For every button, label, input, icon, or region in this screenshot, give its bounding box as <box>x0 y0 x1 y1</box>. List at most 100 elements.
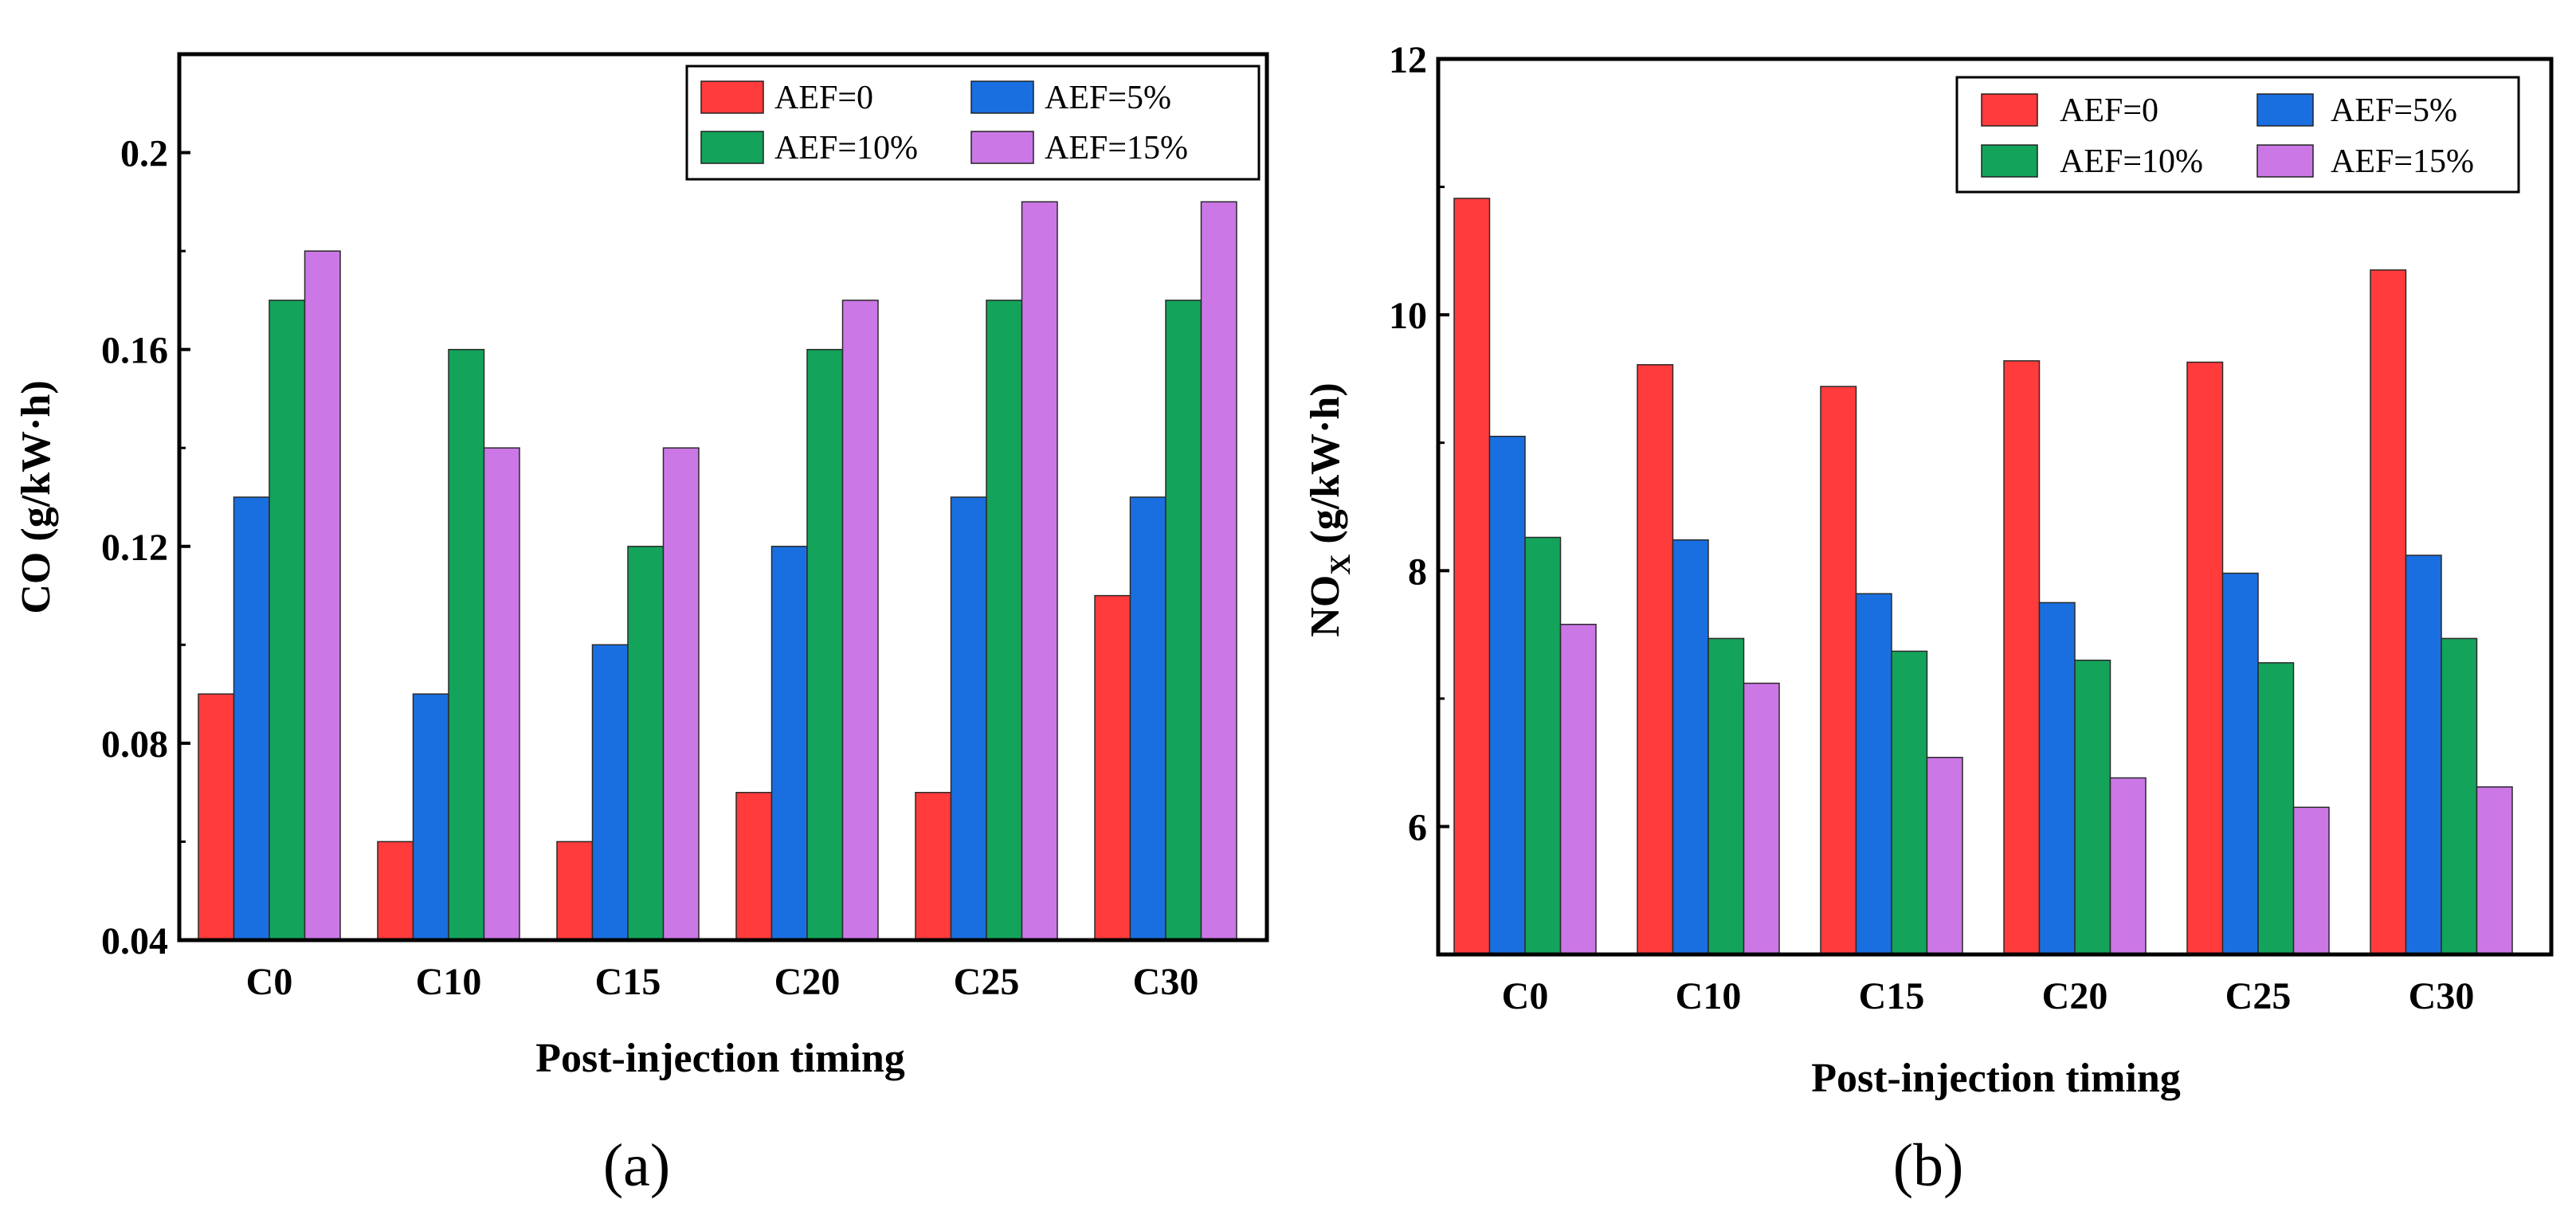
bar-AEF=15%-C10 <box>483 447 520 941</box>
bar-AEF=5%-C0 <box>1488 435 1526 955</box>
x-tick-label: C0 <box>246 961 293 1003</box>
bar-AEF=15%-C25 <box>1021 201 1058 941</box>
bars-group <box>1453 198 2513 955</box>
bar-AEF=0-C20 <box>2003 360 2041 955</box>
bar-AEF=5%-C15 <box>1855 593 1892 955</box>
y-axis-title: NOX (g/kW·h) <box>1303 382 1356 637</box>
bar-AEF=15%-C15 <box>1926 756 1963 955</box>
y-axis-title: CO (g/kW·h) <box>14 380 59 613</box>
plot-frame <box>177 52 1269 943</box>
x-tick-label: C25 <box>2225 975 2292 1017</box>
legend-item: AEF=0 <box>700 80 873 116</box>
x-tick-label: C30 <box>1133 961 1199 1003</box>
x-axis-title: Post-injection timing <box>1811 1056 2181 1101</box>
bar-AEF=0-C30 <box>1094 594 1131 941</box>
y-tick-label: 6 <box>1408 806 1427 848</box>
bar-AEF=10%-C25 <box>2257 662 2295 955</box>
legend-item: AEF=5% <box>970 80 1171 116</box>
plot-frame <box>1436 57 2554 957</box>
y-axis: 6 8 10 12 <box>1389 39 1449 848</box>
bar-AEF=15%-C10 <box>1743 682 1780 955</box>
bar-AEF=0-C25 <box>915 791 952 941</box>
bar-AEF=10%-C15 <box>1891 650 1928 955</box>
bar-AEF=10%-C30 <box>2441 637 2478 955</box>
chart-panel-co: 0.04 0.08 0.12 0.16 0.2 C0 C10 C15 C20 C25 C30 CO… <box>14 52 1269 1199</box>
legend-label: AEF=5% <box>1045 80 1171 116</box>
bar-AEF=0-C25 <box>2186 361 2224 955</box>
bar-AEF=5%-C20 <box>2038 602 2076 955</box>
bar-AEF=10%-C10 <box>448 348 485 941</box>
bar-AEF=15%-C20 <box>2109 777 2147 955</box>
bar-AEF=5%-C0 <box>233 496 270 941</box>
bar-AEF=15%-C0 <box>1559 623 1597 955</box>
x-tick-label: C10 <box>1676 975 1742 1017</box>
legend-item: AEF=5% <box>2256 92 2457 129</box>
y-tick-label: 0.16 <box>101 330 168 372</box>
legend-swatch <box>700 131 764 164</box>
bar-AEF=0-C10 <box>1637 364 1674 955</box>
x-tick-label: C30 <box>2409 975 2475 1017</box>
legend-label: AEF=15% <box>2331 143 2474 180</box>
y-tick-label: 0.12 <box>101 527 168 569</box>
x-tick-label: C15 <box>1859 975 1925 1017</box>
legend-swatch <box>1981 144 2038 178</box>
bar-AEF=15%-C30 <box>1200 201 1237 941</box>
bar-AEF=5%-C10 <box>412 693 449 941</box>
y-axis-title-unit: (g/kW·h) <box>1303 382 1348 554</box>
y-tick-label: 0.04 <box>101 920 168 962</box>
bar-AEF=5%-C15 <box>591 644 629 941</box>
bar-AEF=10%-C30 <box>1165 300 1202 941</box>
bar-AEF=10%-C20 <box>806 348 844 941</box>
bar-AEF=15%-C20 <box>841 300 879 941</box>
bar-AEF=15%-C0 <box>304 250 341 941</box>
legend-label: AEF=10% <box>2060 143 2203 180</box>
legend-swatch <box>2256 93 2314 127</box>
legend-swatch <box>970 80 1034 114</box>
x-tick-label: C15 <box>595 961 661 1003</box>
bar-AEF=15%-C15 <box>662 447 700 941</box>
y-tick-label: 8 <box>1408 551 1427 593</box>
bar-AEF=10%-C25 <box>986 300 1023 941</box>
legend-label: AEF=0 <box>774 80 873 116</box>
legend-label: AEF=10% <box>774 130 918 167</box>
legend-item: AEF=15% <box>970 130 1188 167</box>
bars-group <box>198 201 1237 941</box>
bar-AEF=0-C20 <box>735 791 773 941</box>
legend: AEF=0 AEF=5% AEF=10% AEF=15% <box>1955 76 2520 194</box>
y-tick-label: 0.08 <box>101 723 168 766</box>
x-tick-label: C20 <box>774 961 841 1003</box>
x-tick-label: C10 <box>416 961 482 1003</box>
x-axis-title: Post-injection timing <box>535 1036 905 1081</box>
legend-label: AEF=5% <box>2331 92 2457 129</box>
bar-AEF=0-C15 <box>1820 386 1857 955</box>
legend-swatch <box>970 131 1034 164</box>
y-axis: 0.04 0.08 0.12 0.16 0.2 <box>101 133 190 962</box>
bar-AEF=5%-C25 <box>2221 572 2259 955</box>
bar-AEF=0-C0 <box>1453 198 1491 955</box>
x-tick-label: C0 <box>1502 975 1549 1017</box>
legend-item: AEF=0 <box>1981 92 2158 129</box>
bar-AEF=5%-C10 <box>1672 539 1709 955</box>
y-tick-label: 10 <box>1389 295 1427 337</box>
bar-AEF=10%-C20 <box>2074 659 2111 955</box>
bar-AEF=5%-C30 <box>1129 496 1166 941</box>
legend-swatch <box>2256 144 2314 178</box>
x-tick-label: C20 <box>2042 975 2108 1017</box>
y-axis-title-sub: X <box>1324 555 1356 575</box>
bar-AEF=15%-C30 <box>2476 786 2513 955</box>
y-axis-title-main: NO <box>1303 575 1348 637</box>
bar-AEF=15%-C25 <box>2292 806 2330 955</box>
x-axis: C0 C10 C15 C20 C25 C30 <box>246 961 1199 1003</box>
legend: AEF=0 AEF=5% AEF=10% AEF=15% <box>685 65 1261 181</box>
x-tick-label: C25 <box>954 961 1020 1003</box>
bar-AEF=10%-C0 <box>1524 536 1562 955</box>
panel-label: (b) <box>1893 1132 1964 1199</box>
bar-AEF=0-C10 <box>377 841 414 941</box>
bar-AEF=10%-C10 <box>1708 637 1745 955</box>
bar-AEF=0-C30 <box>2370 269 2407 955</box>
panel-label: (a) <box>603 1132 670 1199</box>
legend-label: AEF=0 <box>2060 92 2158 129</box>
bar-AEF=0-C0 <box>198 693 235 941</box>
legend-item: AEF=10% <box>1981 143 2203 180</box>
